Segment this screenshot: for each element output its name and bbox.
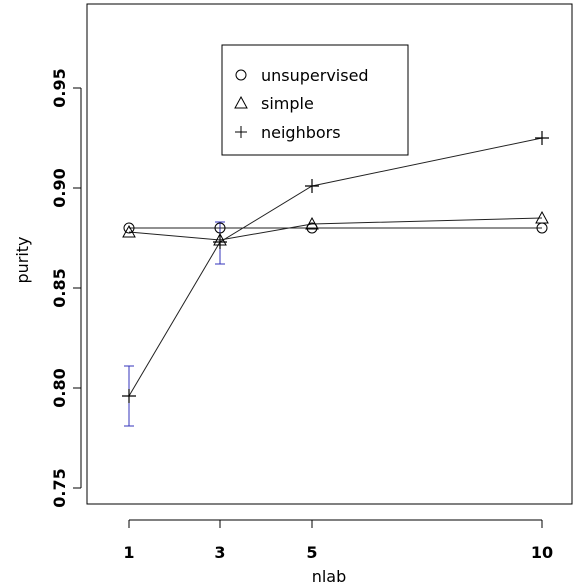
series-lines bbox=[128, 137, 543, 397]
point-simple bbox=[535, 210, 549, 224]
axes: 1 3 5 10 0.75 0.80 0.85 0.90 0.95 bbox=[50, 68, 553, 562]
legend-label-unsupervised: unsupervised bbox=[261, 66, 369, 85]
x-tick-label: 3 bbox=[214, 543, 225, 562]
point-neighbors bbox=[122, 389, 136, 403]
error-bars bbox=[124, 221, 225, 427]
legend-box bbox=[221, 44, 409, 156]
legend-label-neighbors: neighbors bbox=[261, 123, 341, 142]
legend-circle-marker bbox=[235, 69, 247, 81]
point-neighbors bbox=[305, 179, 319, 193]
y-tick-label: 0.75 bbox=[50, 468, 69, 507]
legend-label-simple: simple bbox=[261, 94, 314, 113]
series-line-neighbors bbox=[128, 137, 543, 397]
y-tick-label: 0.85 bbox=[50, 268, 69, 307]
y-tick-label: 0.90 bbox=[50, 168, 69, 207]
point-simple bbox=[122, 224, 136, 238]
y-axis-label: purity bbox=[13, 236, 32, 283]
x-axis-label: nlab bbox=[312, 567, 347, 586]
x-tick-label: 5 bbox=[306, 543, 317, 562]
point-neighbors bbox=[535, 131, 549, 145]
x-tick-label: 1 bbox=[123, 543, 134, 562]
y-tick-label: 0.95 bbox=[50, 68, 69, 107]
plot-frame bbox=[86, 3, 573, 505]
legend-plus-marker bbox=[235, 126, 247, 138]
point-simple bbox=[305, 216, 319, 230]
point-unsupervised bbox=[123, 222, 135, 234]
legend: unsupervised simple neighbors bbox=[221, 44, 409, 156]
legend-triangle-marker bbox=[234, 95, 248, 109]
x-tick-label: 10 bbox=[531, 543, 553, 562]
series-markers bbox=[122, 131, 549, 403]
point-neighbors bbox=[213, 235, 227, 249]
series-line-simple bbox=[128, 217, 543, 241]
y-tick-label: 0.80 bbox=[50, 368, 69, 407]
